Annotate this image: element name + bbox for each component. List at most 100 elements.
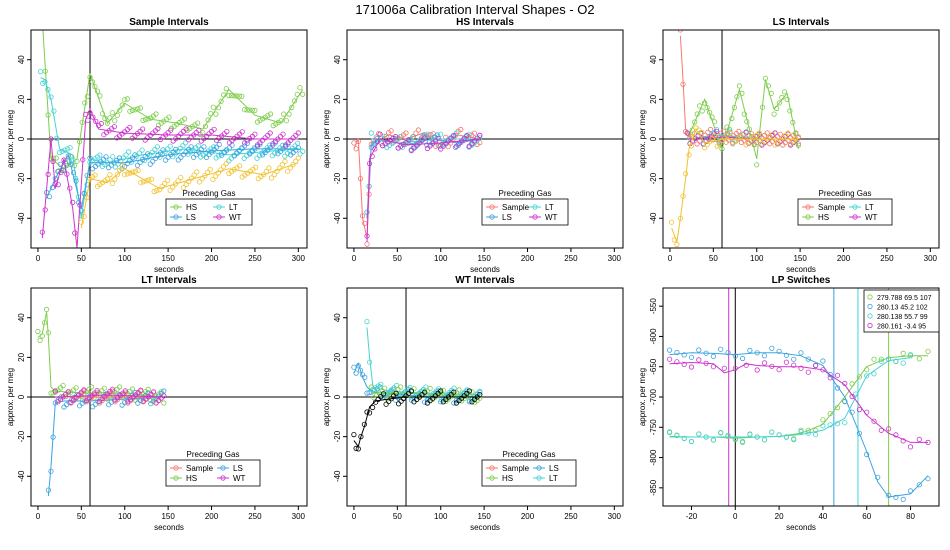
data-point	[175, 157, 181, 163]
data-point	[761, 353, 768, 359]
data-point	[798, 350, 804, 356]
data-point	[267, 111, 274, 117]
data-point	[364, 241, 370, 247]
series-line	[366, 138, 480, 243]
data-point	[163, 157, 169, 163]
data-point	[820, 423, 826, 429]
x-tick-label: 250	[564, 512, 578, 521]
data-point	[155, 152, 161, 159]
legend-label: Sample	[186, 464, 214, 473]
legend: Preceding Gas Sample LS HS WT	[165, 450, 261, 487]
data-point	[677, 215, 684, 221]
data-point	[388, 128, 394, 134]
y-tick-label: 20	[17, 352, 26, 361]
data-point	[805, 369, 811, 375]
x-tick-label: 300	[924, 254, 938, 263]
data-point	[743, 362, 749, 368]
legend-label: LT	[229, 203, 238, 212]
data-point	[132, 107, 138, 113]
data-point	[182, 116, 188, 122]
data-point	[725, 432, 731, 439]
data-point	[710, 364, 717, 370]
data-point	[380, 391, 387, 397]
panel-title: Sample Intervals	[129, 17, 209, 28]
data-point	[424, 142, 430, 148]
data-point	[791, 436, 797, 443]
data-point	[45, 86, 51, 93]
data-point	[856, 374, 863, 380]
data-point	[686, 152, 692, 158]
data-point	[52, 388, 58, 394]
x-axis-label: seconds	[154, 265, 184, 274]
data-point	[736, 83, 743, 89]
legend-key	[173, 465, 179, 471]
series-line	[366, 138, 480, 219]
data-point	[477, 135, 483, 141]
data-point	[691, 134, 697, 140]
data-point	[422, 135, 428, 141]
data-point	[167, 187, 173, 193]
data-point	[140, 117, 146, 124]
data-point	[372, 399, 379, 405]
data-point	[160, 147, 166, 153]
data-point	[149, 149, 155, 155]
data-point	[201, 144, 207, 150]
legend-label: HS	[186, 474, 197, 483]
y-tick-label: -700	[649, 388, 658, 405]
data-point	[73, 175, 79, 181]
data-point	[152, 146, 158, 153]
legend-key	[852, 214, 858, 220]
x-tick-label: 0	[36, 512, 41, 521]
data-point	[371, 395, 377, 401]
data-point	[682, 171, 689, 177]
data-point	[122, 399, 128, 406]
data-point	[674, 359, 680, 365]
data-point	[199, 176, 205, 182]
x-tick-label: 200	[205, 512, 219, 521]
data-point	[747, 347, 753, 353]
data-point	[102, 115, 108, 122]
data-point	[150, 389, 157, 395]
data-point	[477, 395, 483, 401]
data-point	[107, 157, 113, 163]
data-point	[218, 167, 224, 173]
data-point	[279, 162, 285, 168]
data-point	[70, 157, 76, 163]
data-point	[104, 176, 111, 182]
data-point	[359, 213, 366, 219]
data-point	[692, 119, 698, 125]
data-point	[805, 356, 811, 362]
data-point	[94, 389, 100, 395]
data-point	[834, 385, 841, 391]
data-point	[403, 130, 409, 136]
data-point	[53, 155, 59, 161]
legend-label: WT	[545, 213, 558, 222]
data-point	[779, 94, 785, 101]
data-point	[92, 84, 98, 90]
plot-area	[347, 126, 623, 247]
series-line	[37, 311, 164, 398]
data-point	[70, 199, 76, 205]
series-other	[78, 155, 301, 229]
data-point	[719, 146, 725, 152]
data-point	[451, 133, 457, 139]
data-point	[900, 496, 906, 502]
data-point	[84, 94, 91, 100]
data-point	[196, 179, 203, 185]
data-point	[39, 333, 45, 339]
data-point	[76, 247, 78, 248]
legend-box	[165, 198, 253, 226]
data-point	[477, 388, 483, 394]
data-point	[769, 345, 775, 351]
data-point	[211, 126, 217, 132]
data-point	[244, 107, 250, 113]
data-point	[68, 161, 74, 167]
data-point	[158, 389, 164, 395]
data-point	[54, 135, 60, 141]
data-point	[451, 389, 457, 395]
data-point	[55, 397, 61, 403]
data-point	[237, 163, 243, 169]
data-point	[284, 168, 291, 174]
plot-area	[347, 288, 623, 506]
data-point	[122, 388, 128, 394]
